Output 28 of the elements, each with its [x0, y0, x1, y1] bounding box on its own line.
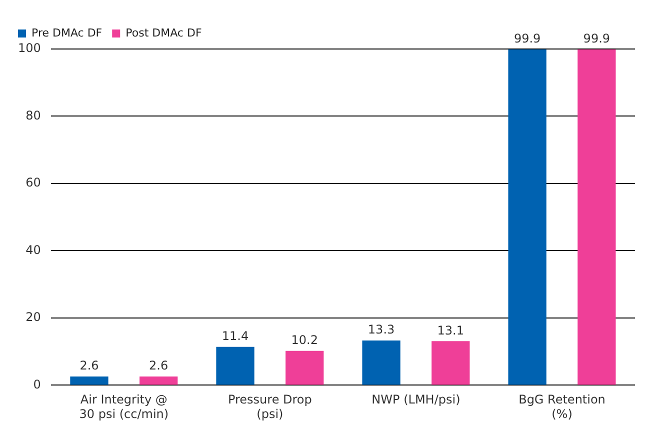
data-label: 2.6: [149, 358, 168, 373]
data-label: 13.1: [437, 323, 464, 338]
data-label: 10.2: [291, 333, 318, 348]
x-tick-label: NWP (LMH/psi): [372, 392, 460, 407]
bar: [508, 49, 546, 385]
data-label: 2.6: [80, 358, 99, 373]
x-tick-label: BgG Retention (%): [518, 392, 606, 421]
bar: [70, 376, 108, 385]
bar: [432, 341, 470, 385]
data-label: 99.9: [583, 31, 610, 46]
y-tick-label: 100: [18, 41, 41, 56]
x-tick-label: Pressure Drop (psi): [228, 392, 312, 421]
bar: [362, 340, 400, 385]
bar: [286, 350, 324, 385]
data-label: 13.3: [368, 322, 395, 337]
y-tick-label: 60: [26, 176, 41, 190]
bar: [216, 346, 254, 385]
y-tick-label: 80: [26, 108, 41, 122]
legend-label: Pre DMAc DF: [32, 26, 102, 40]
y-tick-label: 20: [26, 310, 41, 324]
bar: [578, 49, 616, 385]
data-label: 99.9: [514, 31, 541, 46]
y-tick-label: 40: [26, 242, 41, 257]
bar: [140, 376, 178, 385]
data-label: 11.4: [222, 329, 249, 343]
y-tick-label: 0: [33, 377, 41, 392]
legend-label: Post DMAc DF: [126, 26, 202, 40]
x-tick-label: Air Integrity @ 30 psi (cc/min): [79, 392, 169, 421]
